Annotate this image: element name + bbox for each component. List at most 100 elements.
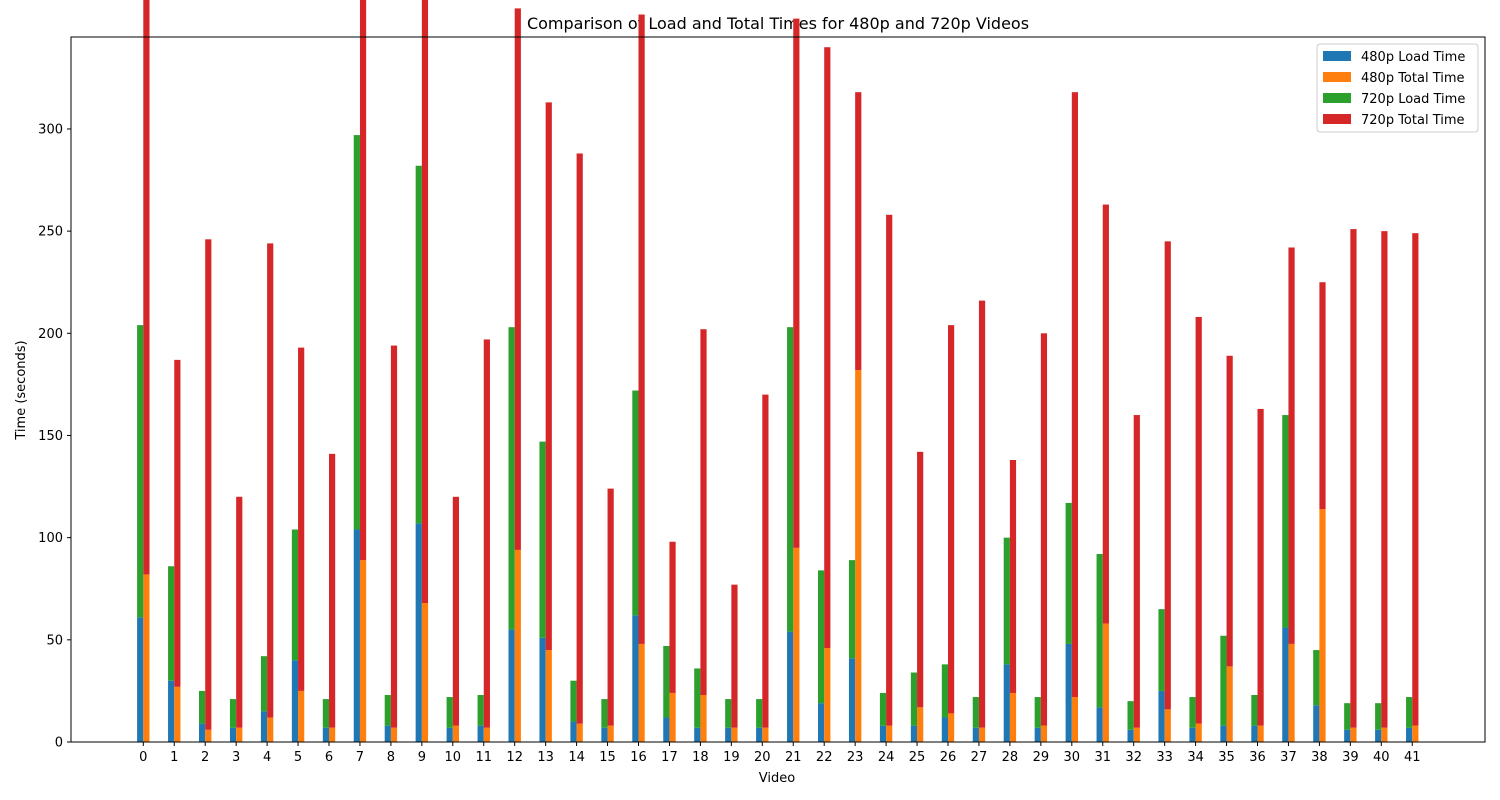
y-tick-label: 150: [38, 429, 63, 444]
bar-720p-total-37: [1288, 247, 1295, 644]
bar-720p-load-5: [291, 529, 299, 661]
bar-720p-load-15: [601, 699, 608, 728]
legend-swatch: [1323, 93, 1351, 103]
bar-720p-total-5: [298, 347, 305, 691]
bar-480p-load-28: [1003, 664, 1010, 742]
bar-480p-load-11: [477, 725, 484, 742]
bar-720p-load-4: [260, 656, 268, 712]
bar-720p-total-16: [638, 14, 645, 644]
bar-480p-load-29: [1034, 727, 1041, 742]
x-tick-label: 4: [263, 750, 271, 765]
bar-720p-load-30: [1065, 502, 1072, 644]
bar-480p-total-22: [824, 648, 831, 742]
bar-480p-load-31: [1096, 707, 1103, 742]
x-tick-label: 13: [537, 750, 554, 765]
bar-480p-total-23: [855, 370, 862, 742]
x-tick-label: 39: [1342, 750, 1359, 765]
bar-480p-total-13: [545, 650, 552, 742]
bar-720p-total-29: [1040, 333, 1048, 726]
x-tick-label: 10: [445, 750, 462, 765]
bar-720p-load-18: [694, 668, 701, 728]
x-tick-label: 31: [1094, 750, 1111, 765]
bar-480p-total-24: [886, 725, 893, 742]
bar-720p-load-29: [1034, 697, 1041, 728]
bar-720p-total-35: [1226, 355, 1233, 667]
bar-480p-total-31: [1102, 623, 1109, 742]
y-tick-label: 300: [38, 122, 63, 137]
y-axis: 0 50 100 150 200 250 300: [38, 122, 71, 751]
bar-720p-total-30: [1071, 92, 1078, 698]
bar-720p-total-24: [886, 214, 893, 726]
x-tick-label: 41: [1404, 750, 1421, 765]
x-tick-label: 24: [878, 750, 895, 765]
bar-720p-load-9: [415, 165, 422, 524]
bar-720p-load-32: [1127, 701, 1134, 730]
bar-480p-load-41: [1406, 727, 1413, 742]
bar-480p-total-21: [793, 547, 800, 742]
bar-720p-total-13: [545, 102, 552, 651]
bar-720p-load-38: [1313, 650, 1320, 706]
bar-480p-total-2: [205, 729, 212, 742]
bar-480p-total-10: [452, 725, 459, 742]
x-tick-label: 14: [568, 750, 585, 765]
bar-480p-load-16: [632, 615, 639, 742]
bar-720p-load-16: [632, 390, 639, 616]
bar-480p-load-24: [879, 725, 887, 742]
x-tick-label: 23: [847, 750, 864, 765]
bar-720p-total-32: [1133, 415, 1140, 728]
bar-480p-load-23: [848, 658, 856, 742]
bar-480p-total-25: [917, 707, 924, 742]
legend: 480p Load Time 480p Total Time 720p Load T…: [1316, 43, 1479, 133]
x-tick-label: 8: [387, 750, 395, 765]
bar-480p-load-6: [322, 727, 329, 742]
bar-480p-load-32: [1127, 729, 1134, 742]
bar-720p-load-34: [1189, 697, 1196, 728]
x-tick-label: 34: [1187, 750, 1204, 765]
bar-480p-total-9: [421, 603, 429, 742]
bar-720p-load-8: [384, 695, 391, 726]
bar-720p-load-36: [1251, 695, 1258, 726]
y-tick-label: 50: [46, 633, 63, 648]
bar-480p-load-5: [291, 660, 299, 742]
bar-480p-load-12: [508, 629, 515, 742]
x-tick-label: 36: [1249, 750, 1266, 765]
bar-720p-load-14: [570, 680, 577, 722]
bar-720p-load-22: [818, 570, 825, 704]
bar-480p-load-0: [137, 617, 144, 742]
bar-480p-total-1: [174, 686, 181, 742]
bar-720p-load-24: [879, 692, 887, 726]
bar-720p-total-14: [576, 153, 583, 724]
bar-480p-load-3: [229, 727, 237, 742]
x-tick-label: 29: [1033, 750, 1050, 765]
legend-label: 720p Load Time: [1361, 92, 1465, 107]
x-tick-label: 16: [630, 750, 647, 765]
bar-720p-total-0: [143, 0, 150, 575]
bar-480p-total-17: [669, 692, 676, 742]
bar-720p-total-36: [1257, 408, 1264, 726]
bar-720p-total-22: [824, 47, 831, 648]
bar-480p-total-26: [948, 713, 955, 742]
bar-720p-load-35: [1220, 635, 1227, 726]
bar-720p-load-33: [1158, 609, 1165, 691]
x-tick-label: 38: [1311, 750, 1328, 765]
y-axis-label: Time (seconds): [14, 340, 29, 440]
bar-720p-load-12: [508, 327, 515, 630]
bar-480p-load-38: [1313, 705, 1320, 742]
bar-480p-load-10: [446, 727, 453, 742]
bar-480p-total-37: [1288, 643, 1295, 742]
bar-480p-load-40: [1375, 729, 1382, 742]
bar-480p-load-15: [601, 727, 608, 742]
bar-720p-load-13: [539, 441, 546, 638]
bar-720p-load-7: [353, 135, 360, 530]
bar-720p-total-19: [731, 584, 738, 728]
bar-720p-total-20: [762, 394, 769, 728]
x-tick-label: 21: [785, 750, 802, 765]
bar-480p-load-27: [972, 727, 979, 742]
bar-480p-total-28: [1009, 692, 1017, 742]
x-tick-label: 19: [723, 750, 740, 765]
bar-480p-load-39: [1344, 729, 1351, 742]
bar-720p-total-15: [607, 488, 614, 726]
x-tick-label: 27: [971, 750, 988, 765]
bar-480p-load-17: [663, 717, 670, 742]
